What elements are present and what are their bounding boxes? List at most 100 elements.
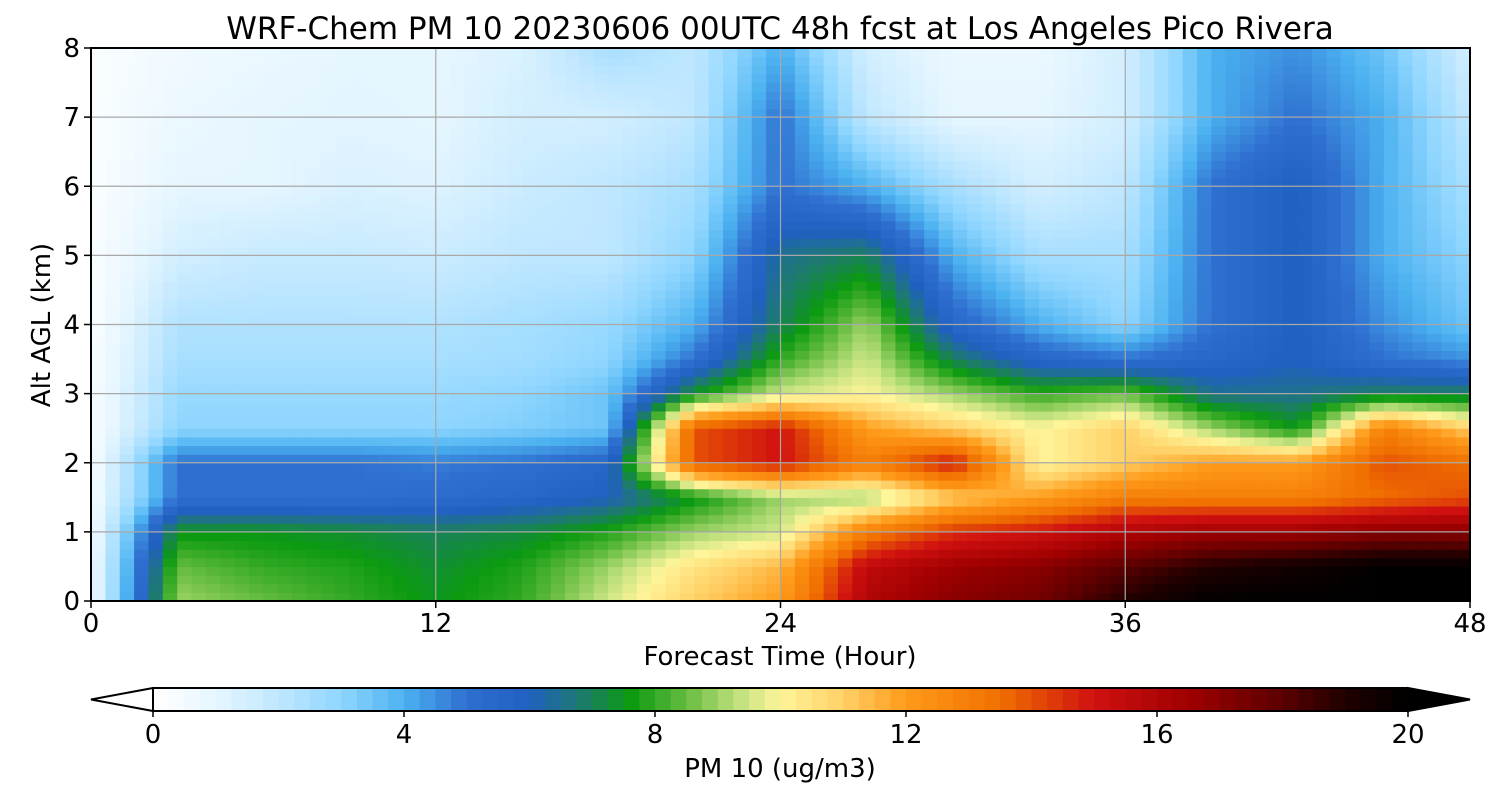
- heatmap-cell: [1197, 592, 1213, 601]
- heatmap-cell: [737, 194, 753, 205]
- heatmap-cell: [1254, 350, 1270, 360]
- heatmap-cell: [1441, 549, 1457, 559]
- heatmap-cell: [1225, 462, 1241, 472]
- heatmap-cell: [1398, 367, 1414, 377]
- heatmap-cell: [407, 488, 422, 498]
- heatmap-cell: [1082, 531, 1098, 542]
- heatmap-cell: [651, 220, 667, 231]
- heatmap-cell: [608, 471, 624, 481]
- heatmap-cell: [967, 203, 983, 213]
- heatmap-cell: [651, 592, 667, 601]
- heatmap-cell: [881, 359, 897, 369]
- heatmap-cell: [421, 186, 437, 196]
- heatmap-cell: [694, 177, 710, 187]
- heatmap-cell: [1311, 497, 1327, 507]
- heatmap-cell: [1024, 557, 1040, 568]
- heatmap-cell: [909, 497, 925, 507]
- heatmap-cell: [1441, 264, 1457, 274]
- heatmap-cell: [1125, 220, 1141, 231]
- heatmap-cell: [909, 428, 925, 438]
- heatmap-cell: [823, 549, 839, 559]
- heatmap-cell: [1268, 402, 1284, 412]
- heatmap-cell: [162, 194, 178, 205]
- heatmap-cell: [837, 454, 853, 464]
- heatmap-cell: [1067, 229, 1083, 239]
- heatmap-cell: [1426, 272, 1442, 282]
- heatmap-cell: [464, 445, 480, 455]
- heatmap-cell: [119, 289, 135, 300]
- heatmap-cell: [1211, 168, 1227, 179]
- heatmap-cell: [91, 229, 106, 239]
- heatmap-cell: [1283, 540, 1299, 550]
- heatmap-cell: [392, 480, 408, 490]
- heatmap-cell: [1139, 281, 1155, 291]
- heatmap-cell: [550, 575, 566, 585]
- heatmap-cell: [119, 298, 135, 308]
- heatmap-cell: [1398, 333, 1414, 343]
- heatmap-cell: [521, 359, 537, 369]
- heatmap-cell: [579, 272, 595, 282]
- heatmap-cell: [191, 281, 207, 291]
- heatmap-cell: [550, 246, 566, 256]
- heatmap-cell: [967, 359, 983, 369]
- heatmap-cell: [881, 298, 897, 308]
- heatmap-cell: [1383, 324, 1399, 334]
- heatmap-cell: [249, 333, 264, 343]
- heatmap-cell: [866, 212, 882, 222]
- heatmap-cell: [493, 575, 509, 585]
- heatmap-cell: [1010, 445, 1026, 455]
- heatmap-cell: [1197, 324, 1213, 334]
- heatmap-cell: [507, 531, 523, 542]
- heatmap-cell: [1125, 177, 1141, 187]
- heatmap-cell: [565, 575, 580, 585]
- heatmap-cell: [1268, 186, 1284, 196]
- heatmap-cell: [679, 557, 695, 568]
- heatmap-cell: [1082, 307, 1098, 317]
- heatmap-cell: [148, 436, 164, 447]
- heatmap-cell: [306, 428, 322, 438]
- heatmap-cell: [1311, 151, 1327, 161]
- heatmap-cell: [938, 410, 954, 421]
- heatmap-cell: [148, 333, 164, 343]
- heatmap-cell: [708, 229, 724, 239]
- heatmap-cell: [665, 367, 681, 377]
- heatmap-cell: [1398, 410, 1414, 421]
- heatmap-cell: [881, 367, 897, 377]
- heatmap-cell: [550, 350, 566, 360]
- heatmap-cell: [1168, 566, 1184, 576]
- heatmap-cell: [1369, 549, 1385, 559]
- heatmap-cell: [119, 272, 135, 282]
- heatmap-cell: [981, 497, 997, 507]
- heatmap-cell: [1168, 315, 1184, 326]
- heatmap-cell: [1268, 264, 1284, 274]
- heatmap-cell: [1024, 229, 1040, 239]
- heatmap-cell: [119, 575, 135, 585]
- heatmap-cell: [1110, 454, 1126, 464]
- heatmap-cell: [1053, 384, 1069, 395]
- heatmap-cell: [378, 471, 394, 481]
- heatmap-cell: [1153, 298, 1169, 308]
- heatmap-cell: [148, 497, 164, 507]
- heatmap-cell: [292, 384, 308, 395]
- heatmap-cell: [1024, 454, 1040, 464]
- heatmap-cell: [407, 471, 422, 481]
- heatmap-cell: [378, 289, 394, 300]
- heatmap-cell: [1139, 350, 1155, 360]
- heatmap-cell: [306, 264, 322, 274]
- heatmap-cell: [708, 238, 724, 248]
- heatmap-cell: [148, 255, 164, 265]
- heatmap-cell: [766, 238, 782, 248]
- heatmap-cell: [550, 480, 566, 490]
- heatmap-cell: [478, 238, 494, 248]
- heatmap-cell: [723, 367, 738, 377]
- heatmap-cell: [1311, 583, 1327, 593]
- heatmap-cell: [895, 203, 911, 213]
- heatmap-cell: [320, 428, 336, 438]
- heatmap-cell: [809, 384, 825, 395]
- heatmap-cell: [1067, 289, 1083, 300]
- heatmap-cell: [105, 367, 121, 377]
- heatmap-cell: [119, 177, 135, 187]
- heatmap-cell: [1125, 298, 1141, 308]
- heatmap-cell: [938, 428, 954, 438]
- heatmap-cell: [105, 289, 121, 300]
